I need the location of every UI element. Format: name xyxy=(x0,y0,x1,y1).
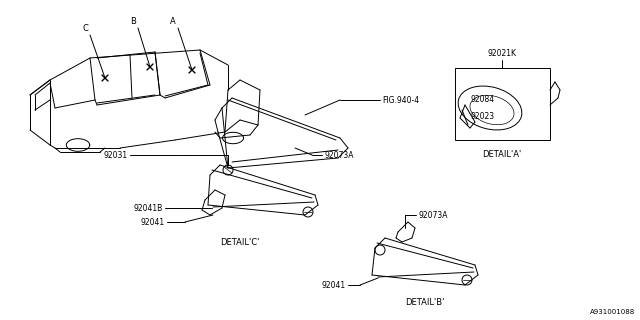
Text: 92073A: 92073A xyxy=(324,150,353,159)
Text: C: C xyxy=(82,24,88,33)
Text: 92023: 92023 xyxy=(470,111,494,121)
Text: DETAIL'B': DETAIL'B' xyxy=(405,298,445,307)
Text: FIG.940-4: FIG.940-4 xyxy=(382,95,419,105)
Text: DETAIL'A': DETAIL'A' xyxy=(483,150,522,159)
Text: 92073A: 92073A xyxy=(418,211,447,220)
Text: B: B xyxy=(130,17,136,26)
Text: A: A xyxy=(170,17,176,26)
Bar xyxy=(455,68,550,140)
Text: 92041: 92041 xyxy=(322,281,346,290)
Text: DETAIL'C': DETAIL'C' xyxy=(220,238,260,247)
Text: 92021K: 92021K xyxy=(488,49,516,58)
Text: A931001088: A931001088 xyxy=(589,309,635,315)
Text: 92041B: 92041B xyxy=(134,204,163,212)
Text: 92031: 92031 xyxy=(104,150,128,159)
Text: 92084: 92084 xyxy=(470,94,494,103)
Text: 92041: 92041 xyxy=(141,218,165,227)
